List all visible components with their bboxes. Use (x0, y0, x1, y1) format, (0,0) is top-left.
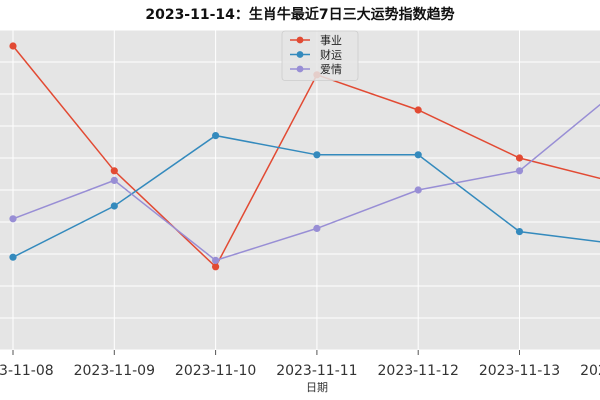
legend-marker (296, 36, 304, 44)
legend-label: 爱情 (320, 63, 342, 76)
data-point (212, 256, 220, 264)
legend-marker (296, 65, 304, 73)
x-tick-label: 2023-11-10 (175, 363, 256, 379)
data-point (9, 42, 17, 50)
chart-title: 2023-11-14：生肖牛最近7日三大运势指数趋势 (145, 6, 454, 23)
data-point (414, 106, 422, 114)
x-tick-label: 2023-11-13 (479, 363, 560, 379)
legend-label: 事业 (320, 34, 342, 47)
legend-marker (296, 51, 304, 58)
legend-item: 事业 (290, 34, 342, 47)
x-tick-label: 2023-11-14 (580, 363, 600, 379)
data-point (110, 202, 118, 210)
data-point (313, 224, 321, 232)
data-point (212, 132, 220, 140)
data-point (212, 263, 220, 271)
x-tick-label: 2023-11-09 (74, 363, 155, 379)
data-point (9, 253, 17, 261)
data-point (515, 167, 524, 175)
legend-item: 爱情 (290, 63, 342, 76)
data-point (515, 228, 524, 236)
data-point (110, 176, 118, 184)
legend-item: 财运 (290, 48, 342, 62)
series-1 (9, 132, 600, 261)
data-point (313, 151, 321, 159)
legend-label: 财运 (320, 48, 342, 62)
x-axis-title: 日期 (306, 381, 328, 394)
data-point (515, 154, 524, 162)
x-tick-labels: 2023-11-08 2023-11-09 2023-11-10 2023-11-11… (0, 350, 600, 379)
data-point (110, 167, 118, 175)
x-tick-label: 2023-11-11 (276, 363, 357, 379)
x-tick-label: 2023-11-08 (0, 363, 54, 379)
data-point (414, 186, 422, 194)
data-point (414, 151, 422, 159)
data-point (9, 215, 17, 223)
series-2 (9, 103, 600, 264)
x-tick-label: 2023-11-12 (378, 363, 459, 379)
